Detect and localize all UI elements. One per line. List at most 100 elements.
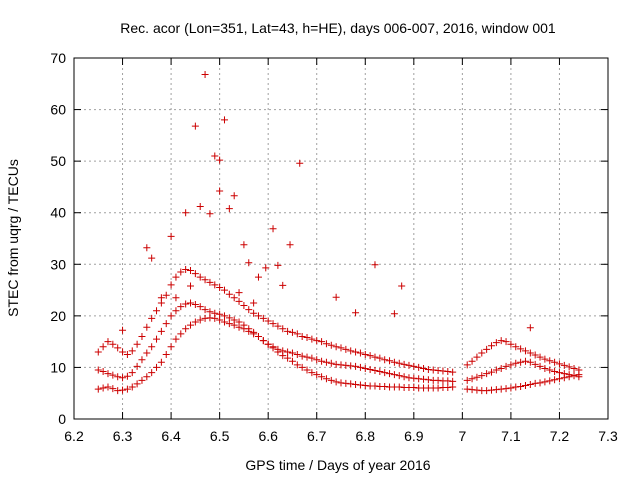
data-point (449, 368, 457, 376)
data-point (512, 383, 520, 391)
data-point (444, 368, 452, 376)
data-point (298, 363, 306, 371)
data-point (517, 345, 525, 353)
data-point (371, 367, 379, 375)
data-point (318, 373, 326, 381)
data-point (536, 362, 544, 370)
data-point (546, 357, 554, 365)
data-point (148, 254, 156, 262)
data-point (342, 345, 350, 353)
data-point (507, 384, 515, 392)
data-point (240, 241, 248, 249)
data-point (153, 307, 161, 315)
data-point (157, 358, 165, 366)
data-point (303, 366, 311, 374)
data-point (487, 386, 495, 394)
data-point (541, 364, 549, 372)
data-point (187, 282, 195, 290)
data-point (235, 318, 243, 326)
data-point (187, 299, 195, 307)
data-point (531, 360, 539, 368)
data-point (187, 321, 195, 329)
data-point (264, 340, 272, 348)
data-point (356, 349, 364, 357)
data-point (182, 325, 190, 333)
data-point (94, 366, 102, 374)
data-point (187, 266, 195, 274)
data-point (279, 325, 287, 333)
data-point (517, 383, 525, 391)
data-point (434, 376, 442, 384)
data-point (507, 361, 515, 369)
data-point (521, 357, 529, 365)
data-point (361, 381, 369, 389)
data-point (201, 314, 209, 322)
data-point (114, 344, 122, 352)
data-point (148, 343, 156, 351)
data-point (400, 373, 408, 381)
data-point (264, 317, 272, 325)
data-point (114, 373, 122, 381)
data-point (94, 348, 102, 356)
data-point (492, 339, 500, 347)
data-point (296, 159, 304, 167)
data-point (531, 379, 539, 387)
data-point (119, 348, 127, 356)
data-point (104, 370, 112, 378)
data-point (468, 357, 476, 365)
data-point (483, 370, 491, 378)
y-tick-label: 10 (50, 359, 66, 375)
data-point (245, 325, 253, 333)
data-point (356, 363, 364, 371)
data-point (269, 225, 277, 233)
y-tick-label: 50 (50, 153, 66, 169)
data-point (143, 349, 151, 357)
data-point (313, 356, 321, 364)
x-tick-label: 6.3 (113, 428, 133, 444)
data-point (487, 342, 495, 350)
data-point (322, 375, 330, 383)
data-point (162, 351, 170, 359)
data-point (555, 369, 563, 377)
data-point (94, 385, 102, 393)
data-point (342, 361, 350, 369)
data-point (182, 300, 190, 308)
data-point (133, 340, 141, 348)
data-point (322, 340, 330, 348)
data-point (337, 379, 345, 387)
x-tick-label: 6.8 (356, 428, 376, 444)
data-point (502, 338, 510, 346)
data-point (541, 378, 549, 386)
data-point (502, 385, 510, 393)
y-tick-label: 0 (58, 411, 66, 427)
data-point (444, 377, 452, 385)
data-point (439, 367, 447, 375)
data-point (478, 372, 486, 380)
x-tick-label: 6.9 (404, 428, 424, 444)
x-axis-label: GPS time / Days of year 2016 (245, 457, 430, 473)
data-point (366, 352, 374, 360)
data-point (220, 312, 228, 320)
data-point (400, 360, 408, 368)
data-point (424, 365, 432, 373)
data-point (201, 71, 209, 79)
data-point (254, 312, 262, 320)
data-point (250, 328, 258, 336)
data-point (284, 354, 292, 362)
data-point (148, 369, 156, 377)
data-point (347, 380, 355, 388)
data-point (502, 362, 510, 370)
data-point (293, 351, 301, 359)
data-point (468, 386, 476, 394)
data-point (206, 314, 214, 322)
data-point (318, 338, 326, 346)
data-point (352, 309, 360, 317)
data-point (381, 369, 389, 377)
data-point (240, 302, 248, 310)
data-point (288, 349, 296, 357)
data-point (424, 376, 432, 384)
x-tick-label: 7 (458, 428, 466, 444)
data-point (507, 340, 515, 348)
data-point (570, 364, 578, 372)
data-point (546, 377, 554, 385)
